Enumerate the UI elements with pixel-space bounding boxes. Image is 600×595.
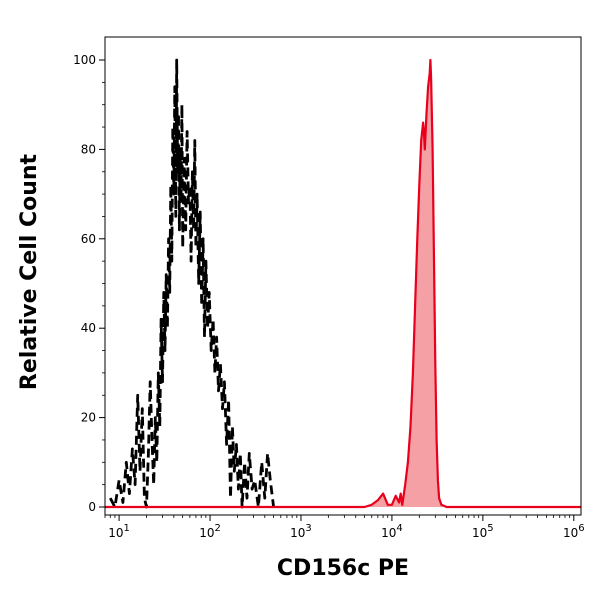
y-tick-label: 0 — [88, 500, 96, 514]
y-tick-label: 40 — [81, 321, 96, 335]
y-tick-label: 100 — [73, 53, 96, 67]
y-tick-label: 80 — [81, 142, 96, 156]
series-layer — [105, 58, 581, 509]
x-tick-label: 104 — [381, 523, 403, 540]
plot-frame — [104, 36, 582, 516]
y-tick-label: 60 — [81, 232, 96, 246]
x-tick-label: 101 — [108, 523, 130, 540]
series-1-line — [105, 58, 581, 509]
y-axis-title: Relative Cell Count — [17, 153, 42, 390]
x-tick-label: 102 — [199, 523, 221, 540]
axis-layer: 0 20 40 60 80 100 101 102 103 104 105 106 — [73, 53, 585, 540]
x-tick-label: 103 — [290, 523, 312, 540]
x-axis-title: CD156c PE — [277, 556, 409, 581]
y-tick-label: 20 — [81, 411, 96, 425]
series-0-line — [109, 58, 275, 509]
x-tick-label: 105 — [472, 523, 494, 540]
x-tick-label: 106 — [563, 523, 585, 540]
